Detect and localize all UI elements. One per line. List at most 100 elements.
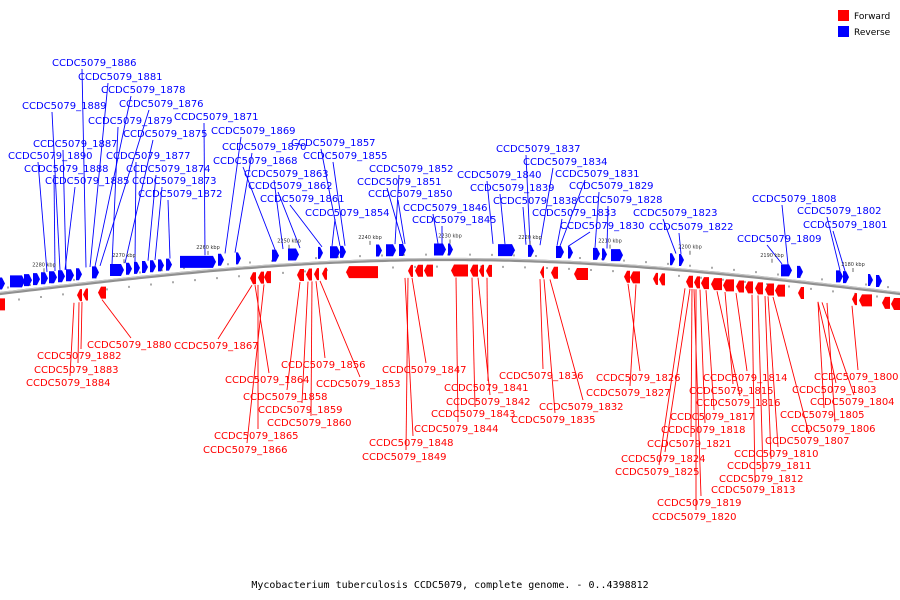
leader-line-forward bbox=[549, 279, 584, 401]
gene-label-forward: CCDC5079_1849 bbox=[362, 452, 447, 463]
gene-label-reverse: CCDC5079_1823 bbox=[633, 208, 718, 219]
leader-line-forward bbox=[69, 302, 75, 377]
gene-reverse-19 bbox=[236, 252, 241, 265]
leader-line-reverse bbox=[678, 232, 682, 255]
gene-label-forward: CCDC5079_1836 bbox=[499, 371, 584, 382]
leader-line-forward bbox=[411, 277, 427, 364]
leader-line-reverse bbox=[662, 218, 677, 254]
gene-forward-38 bbox=[859, 294, 872, 307]
gene-label-reverse: CCDC5079_1834 bbox=[523, 157, 608, 168]
leader-line-forward bbox=[821, 302, 855, 396]
leader-line-reverse bbox=[386, 187, 404, 245]
leader-line-forward bbox=[286, 282, 301, 391]
gene-reverse-43 bbox=[868, 274, 873, 287]
gene-label-reverse: CCDC5079_1854 bbox=[305, 208, 390, 219]
gene-label-forward: CCDC5079_1848 bbox=[369, 438, 454, 449]
leader-line-forward bbox=[751, 294, 756, 484]
leader-line-forward bbox=[101, 299, 132, 339]
genome-backbone bbox=[0, 257, 900, 296]
gene-label-reverse: CCDC5079_1874 bbox=[126, 164, 211, 175]
leader-line-forward bbox=[629, 284, 637, 387]
gene-reverse-28 bbox=[434, 243, 446, 256]
gene-label-forward: CCDC5079_1858 bbox=[243, 392, 328, 403]
gene-label-reverse: CCDC5079_1808 bbox=[752, 194, 837, 205]
gene-label-forward: CCDC5079_1819 bbox=[657, 498, 742, 509]
leader-line-reverse bbox=[331, 218, 336, 247]
gene-label-reverse: CCDC5079_1851 bbox=[357, 177, 442, 188]
gene-label-reverse: CCDC5079_1837 bbox=[496, 144, 581, 155]
leader-line-forward bbox=[690, 288, 693, 438]
gene-forward-19 bbox=[540, 266, 544, 279]
gene-reverse-25 bbox=[376, 244, 382, 257]
leader-line-forward bbox=[80, 301, 83, 350]
gene-label-reverse: CCDC5079_1863 bbox=[244, 169, 329, 180]
gene-label-reverse: CCDC5079_1870 bbox=[222, 142, 307, 153]
axis-tick-label: 2190 kbp bbox=[760, 253, 784, 259]
gene-label-forward: CCDC5079_1805 bbox=[780, 410, 865, 421]
leader-line-forward bbox=[767, 296, 779, 448]
gene-reverse-40 bbox=[797, 265, 803, 278]
leader-line-forward bbox=[627, 283, 641, 372]
gene-label-forward: CCDC5079_1864 bbox=[225, 375, 310, 386]
leader-line-reverse bbox=[832, 230, 846, 272]
gene-reverse-32 bbox=[556, 245, 564, 258]
gene-label-forward: CCDC5079_1804 bbox=[810, 397, 895, 408]
leader-line-forward bbox=[693, 289, 702, 497]
gene-reverse-11 bbox=[126, 262, 132, 275]
gene-label-forward: CCDC5079_1811 bbox=[727, 461, 812, 472]
gene-label-forward: CCDC5079_1843 bbox=[431, 409, 516, 420]
leader-line-forward bbox=[817, 301, 837, 384]
gene-reverse-41 bbox=[836, 270, 843, 283]
leader-line-reverse bbox=[94, 95, 132, 267]
gene-reverse-5 bbox=[49, 271, 57, 284]
leader-line-forward bbox=[772, 296, 810, 435]
gene-label-reverse: CCDC5079_1855 bbox=[303, 151, 388, 162]
leader-line-reverse bbox=[167, 199, 171, 259]
gene-reverse-33 bbox=[568, 246, 573, 259]
leader-line-reverse bbox=[224, 136, 242, 254]
leader-line-reverse bbox=[320, 148, 341, 247]
leader-line-forward bbox=[764, 296, 772, 460]
gene-forward-24 bbox=[653, 272, 658, 285]
gene-forward-32 bbox=[745, 281, 753, 294]
gene-label-reverse: CCDC5079_1876 bbox=[119, 99, 204, 110]
gene-reverse-2 bbox=[24, 274, 32, 287]
gene-label-forward: CCDC5079_1867 bbox=[174, 341, 259, 352]
gene-forward-23 bbox=[630, 271, 640, 284]
leader-line-reverse bbox=[559, 179, 586, 247]
leader-line-reverse bbox=[203, 122, 206, 256]
gene-reverse-37 bbox=[670, 253, 675, 266]
gene-label-reverse: CCDC5079_1822 bbox=[649, 222, 734, 233]
gene-label-forward: CCDC5079_1826 bbox=[596, 373, 681, 384]
gene-label-reverse: CCDC5079_1878 bbox=[101, 85, 186, 96]
gene-label-forward: CCDC5079_1800 bbox=[814, 372, 899, 383]
gene-forward-20 bbox=[551, 266, 558, 279]
gene-label-forward: CCDC5079_1810 bbox=[734, 449, 819, 460]
gene-reverse-44 bbox=[876, 275, 882, 288]
leader-line-forward bbox=[315, 281, 326, 359]
gene-label-reverse: CCDC5079_1831 bbox=[555, 169, 640, 180]
gene-label-forward: CCDC5079_1860 bbox=[267, 418, 352, 429]
leader-line-reverse bbox=[432, 213, 439, 244]
gene-label-reverse: CCDC5079_1879 bbox=[88, 116, 173, 127]
leader-line-forward bbox=[310, 281, 313, 417]
gene-label-forward: CCDC5079_1812 bbox=[719, 474, 804, 485]
gene-reverse-21 bbox=[288, 248, 299, 261]
leader-line-reverse bbox=[332, 161, 346, 246]
gene-label-reverse: CCDC5079_1809 bbox=[737, 234, 822, 245]
gene-forward-28 bbox=[701, 277, 709, 290]
leader-line-reverse bbox=[394, 174, 400, 245]
gene-forward-12 bbox=[408, 264, 413, 277]
gene-label-reverse: CCDC5079_1839 bbox=[470, 183, 555, 194]
gene-label-reverse: CCDC5079_1862 bbox=[248, 181, 333, 192]
leader-line-reverse bbox=[525, 154, 531, 245]
gene-reverse-26 bbox=[386, 244, 396, 257]
gene-label-reverse: CCDC5079_1872 bbox=[138, 189, 223, 200]
leader-line-reverse bbox=[539, 167, 554, 246]
leader-line-reverse bbox=[242, 166, 276, 250]
leader-line-reverse bbox=[499, 193, 506, 245]
map-caption: Mycobacterium tuberculosis CCDC5079, com… bbox=[251, 580, 648, 591]
axis-tick-label: 2270 kbp bbox=[112, 253, 136, 259]
label-layer: CCDC5079_1886 CCDC5079_1881 CCDC5079_1878 C… bbox=[8, 58, 899, 523]
gene-reverse-12 bbox=[134, 261, 140, 274]
